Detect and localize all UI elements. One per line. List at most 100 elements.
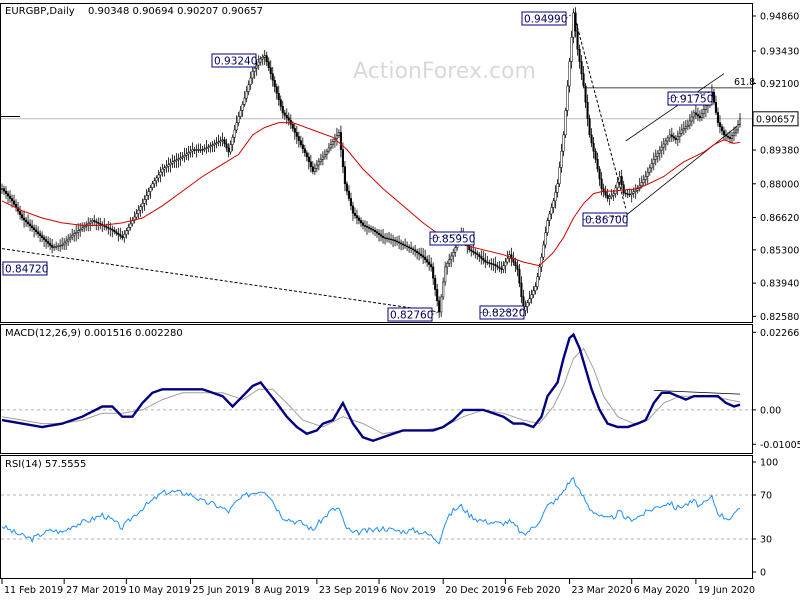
- svg-text:0.94990: 0.94990: [524, 14, 567, 26]
- rsi-tick-label: 70: [760, 491, 772, 502]
- fib-level: 61.8: [583, 77, 755, 89]
- price-bar: [99, 217, 102, 230]
- price-bar: [496, 262, 499, 271]
- price-bar: [620, 169, 623, 190]
- price-bar: [670, 127, 673, 143]
- price-bar: [63, 238, 66, 251]
- price-bar: [498, 260, 501, 273]
- svg-text:0.82820: 0.82820: [482, 308, 525, 320]
- price-bar: [698, 110, 701, 122]
- price-bar: [514, 257, 517, 272]
- price-bar: [95, 218, 98, 231]
- price-bar: [367, 224, 371, 233]
- time-tick-label: 6 Feb 2020: [507, 585, 560, 596]
- price-bar: [590, 128, 593, 147]
- price-bar: [538, 263, 541, 281]
- price-bar: [734, 126, 738, 137]
- price-bar: [335, 127, 338, 146]
- price-bar: [363, 220, 367, 232]
- price-bar: [199, 143, 202, 153]
- price-bar: [730, 131, 734, 144]
- price-bar: [197, 143, 200, 153]
- price-bar: [97, 217, 100, 231]
- price-bar: [486, 255, 489, 266]
- price-bar: [664, 137, 667, 151]
- price-bar: [668, 129, 671, 143]
- price-bar: [33, 224, 36, 238]
- price-tick-label: 0.88000: [760, 179, 799, 190]
- price-bar: [93, 214, 96, 227]
- price-bar: [355, 209, 359, 225]
- price-bar: [688, 114, 691, 130]
- price-bar: [618, 171, 621, 188]
- price-bar: [584, 82, 587, 109]
- price-bar: [680, 123, 683, 137]
- price-annotation: 0.86700: [582, 212, 628, 227]
- price-bar: [504, 257, 507, 274]
- price-bar: [29, 219, 32, 232]
- time-tick-label: 27 Mar 2019: [66, 585, 126, 596]
- price-bar: [586, 94, 589, 127]
- channel-lower-line: [625, 123, 741, 216]
- price-bar: [440, 294, 443, 317]
- price-bar: [594, 148, 597, 163]
- price-tick-label: 0.93430: [760, 46, 799, 57]
- price-bar: [337, 129, 340, 138]
- ohlc-header: 0.90348 0.90694 0.90207 0.90657: [88, 6, 263, 17]
- price-annotation: 0.82820: [479, 305, 525, 320]
- rsi-tick-label: 30: [760, 535, 772, 546]
- price-bar: [390, 233, 393, 245]
- price-bar: [183, 147, 186, 163]
- price-bar: [532, 286, 535, 298]
- price-bar: [151, 180, 154, 191]
- price-bar: [642, 174, 645, 186]
- price-bar: [452, 248, 455, 263]
- price-bar: [412, 246, 415, 255]
- price-bar: [133, 211, 136, 224]
- price-bar: [221, 132, 224, 147]
- price-annotations: 0.93240 0.94990 0.91750 0.86700 0.85950 0.827…: [1, 11, 713, 322]
- price-bar: [251, 67, 254, 84]
- price-bar: [568, 57, 571, 93]
- price-bar: [636, 185, 639, 194]
- macd-trend-line: [653, 389, 741, 395]
- channel-upper-line: [625, 73, 725, 142]
- price-bar: [161, 163, 164, 177]
- time-tick-label: 6 May 2020: [634, 585, 690, 596]
- price-bar: [558, 161, 561, 188]
- price-bar: [598, 166, 601, 186]
- time-tick-label: 6 Nov 2019: [381, 585, 436, 596]
- price-bar: [672, 132, 675, 142]
- price-bar: [285, 108, 288, 125]
- price-bar: [694, 105, 697, 120]
- price-bar: [646, 167, 649, 184]
- price-bar: [690, 110, 693, 127]
- time-tick-label: 8 Aug 2019: [255, 585, 310, 596]
- price-bar: [0, 183, 4, 195]
- price-bar: [626, 189, 629, 199]
- macd-tick-label: 0.00: [760, 405, 781, 416]
- price-tick-label: 0.82580: [760, 312, 799, 323]
- price-bar: [426, 255, 429, 267]
- price-bar: [159, 166, 162, 183]
- price-bar: [47, 236, 50, 248]
- time-tick-label: 10 May 2019: [128, 585, 190, 596]
- price-bar: [592, 137, 595, 159]
- price-bar: [235, 115, 238, 133]
- price-bar: [702, 104, 705, 119]
- price-bar: [277, 85, 280, 106]
- price-bar: [4, 186, 8, 199]
- time-tick-label: 23 Sep 2019: [319, 585, 379, 596]
- price-bar: [570, 30, 573, 69]
- watermark: ActionForex.com: [353, 59, 536, 84]
- price-bar: [556, 179, 559, 198]
- rsi-panel: [0, 455, 753, 579]
- price-grid: [1, 116, 752, 120]
- price-bar: [596, 152, 599, 173]
- price-bar: [147, 187, 150, 200]
- svg-text:0.84720: 0.84720: [5, 264, 48, 276]
- price-bar: [219, 136, 222, 147]
- price-bar: [89, 218, 92, 232]
- price-tick-label: 0.85300: [760, 245, 799, 256]
- price-bar: [269, 60, 272, 80]
